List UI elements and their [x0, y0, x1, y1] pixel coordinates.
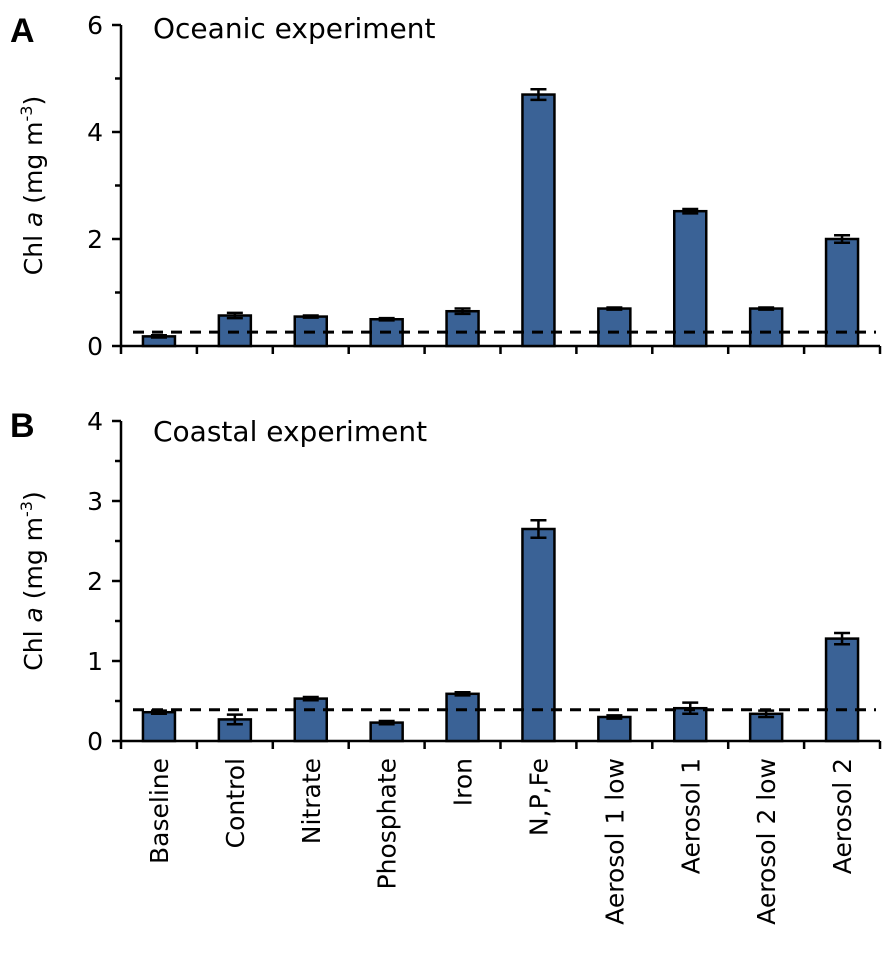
bar	[748, 712, 784, 743]
category-label: Iron	[449, 758, 478, 806]
category-label: Phosphate	[373, 758, 402, 889]
y-label-unit: (mg m	[19, 121, 48, 211]
panel-letter: A	[10, 12, 35, 50]
y-tick-label: 4	[87, 118, 103, 147]
y-label-close: )	[19, 96, 48, 106]
error-bar	[302, 314, 319, 319]
bar	[673, 209, 708, 348]
error-bar	[530, 87, 547, 102]
y-label-sup: -3	[17, 501, 36, 517]
panel-a-oceanic: A Oceanic experiment 0 2 4 6 Chl a (mg m-3)	[10, 11, 882, 361]
y-tick-label: 1	[87, 647, 103, 676]
y-axis-label: Chl a (mg m-3)	[17, 96, 48, 275]
bar	[445, 309, 480, 348]
error-bar	[758, 306, 775, 311]
chart-title: Coastal experiment	[153, 415, 427, 448]
panel-letter: B	[10, 407, 35, 445]
y-tick-label: 0	[87, 727, 103, 756]
error-bar	[378, 719, 395, 726]
category-label: Baseline	[145, 758, 174, 864]
error-bar	[682, 207, 699, 215]
error-bar	[682, 701, 699, 716]
bar	[748, 307, 784, 348]
bar	[521, 527, 556, 743]
bar	[824, 237, 860, 348]
category-label: N,P,Fe	[524, 758, 553, 836]
error-bar	[834, 631, 851, 646]
category-label: Aerosol 1	[676, 758, 705, 874]
y-tick-label: 0	[87, 332, 103, 361]
error-bar	[378, 316, 395, 322]
bar	[824, 637, 860, 743]
category-label: Aerosol 2 low	[752, 758, 781, 925]
error-bar	[454, 307, 471, 316]
bar	[445, 692, 480, 743]
error-bar	[302, 695, 319, 702]
error-bar	[226, 713, 243, 726]
y-tick-label: 2	[87, 225, 103, 254]
bar	[597, 715, 632, 743]
error-bar	[606, 714, 623, 720]
y-tick-label: 2	[87, 567, 103, 596]
y-label-italic: a	[19, 607, 48, 622]
error-bar	[834, 234, 851, 244]
y-tick-label: 6	[87, 11, 103, 40]
y-axis-label: Chl a (mg m-3)	[17, 491, 48, 670]
category-label: Control	[221, 758, 250, 848]
y-label-close: )	[19, 491, 48, 501]
bar	[293, 697, 328, 743]
y-tick-label: 4	[87, 407, 103, 436]
category-label: Nitrate	[297, 758, 326, 844]
y-label-sup: -3	[17, 106, 36, 122]
bar	[141, 710, 177, 743]
y-label-italic: a	[19, 212, 48, 227]
y-label-prefix: Chl	[19, 623, 48, 671]
bar	[521, 93, 556, 348]
chart-title: Oceanic experiment	[153, 12, 435, 45]
category-label: Aerosol 2	[828, 758, 857, 874]
category-labels: Baseline Control Nitrate Phosphate Iron N,P,F…	[145, 758, 857, 925]
error-bar	[150, 334, 167, 339]
y-tick-label: 3	[87, 487, 103, 516]
y-label-prefix: Chl	[19, 227, 48, 275]
y-label-unit: (mg m	[19, 517, 48, 607]
category-label: Aerosol 1 low	[600, 758, 629, 925]
error-bar	[454, 690, 471, 697]
bar	[597, 307, 632, 348]
panel-b-coastal: B Coastal experiment 0 1 2 3 4 Chl a (mg m-3)	[10, 407, 882, 756]
error-bar	[606, 306, 623, 311]
error-bar	[530, 518, 547, 540]
error-bar	[226, 311, 243, 320]
